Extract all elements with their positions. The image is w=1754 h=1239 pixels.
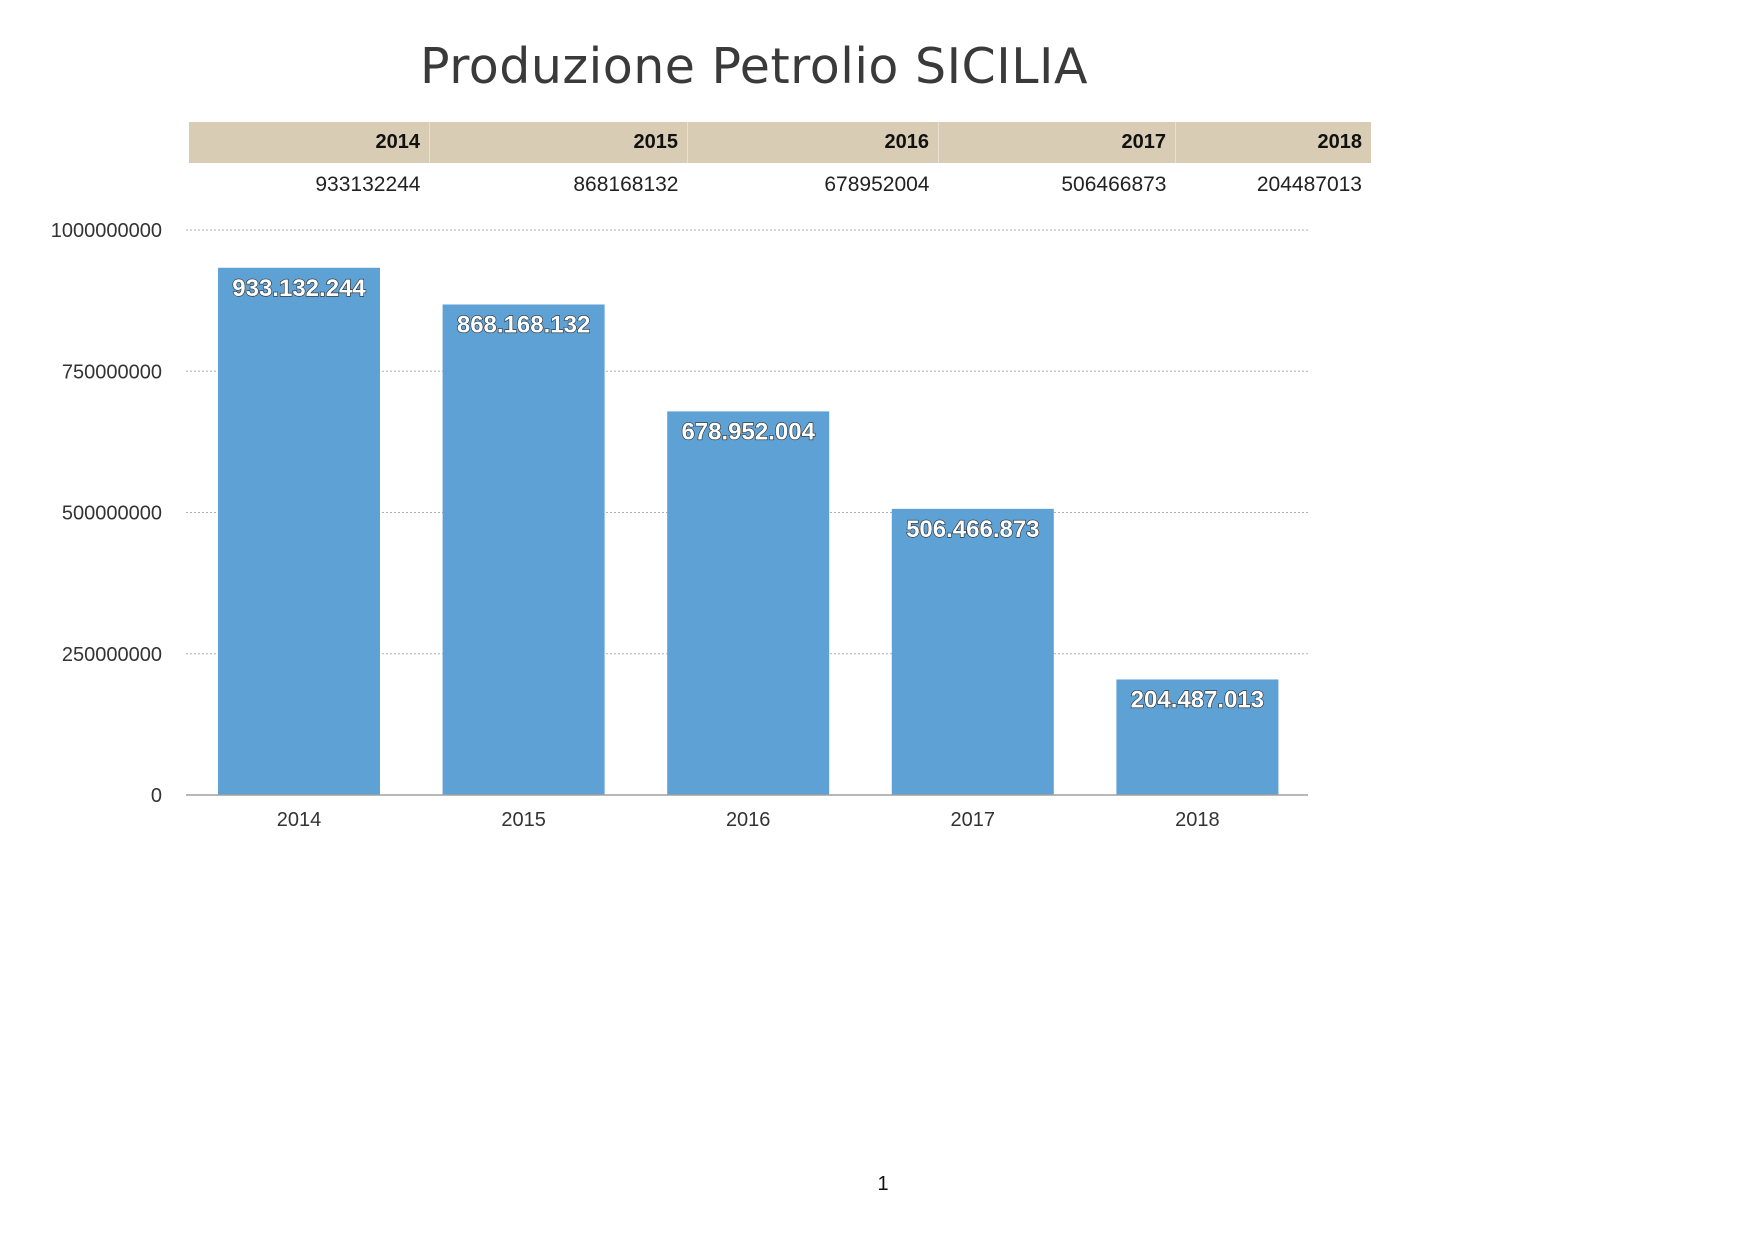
table-header-cell: 2015 <box>429 122 688 163</box>
x-tick-label: 2016 <box>726 809 771 831</box>
table-cell: 678952004 <box>824 173 930 196</box>
bar <box>218 267 380 795</box>
table-cell: 868168132 <box>573 173 679 196</box>
data-label: 506.466.873 <box>906 516 1039 543</box>
x-tick-label: 2015 <box>501 809 546 831</box>
page-number: 1 <box>877 1173 889 1195</box>
table-header-row: 2014 2015 2016 2017 2018 <box>189 122 1371 163</box>
bar <box>1116 679 1279 795</box>
table-cell: 933132244 <box>315 173 421 196</box>
table-header-cell: 2014 <box>189 122 430 163</box>
data-table: 2014 2015 2016 2017 2018 933132244 86816… <box>189 122 1371 207</box>
table-header-cell: 2017 <box>938 122 1176 163</box>
y-tick-label: 250000000 <box>62 644 162 666</box>
data-label: 204.487.013 <box>1131 686 1264 713</box>
bar <box>442 304 605 795</box>
table-header-cell: 2018 <box>1175 122 1371 163</box>
table-cell: 204487013 <box>1256 173 1362 196</box>
table-header-cell: 2016 <box>687 122 939 163</box>
x-tick-label: 2017 <box>951 809 996 831</box>
y-tick-label: 0 <box>151 785 162 807</box>
bar <box>667 411 830 795</box>
chart-title: Produzione Petrolio SICILIA <box>420 38 1088 95</box>
y-tick-label: 500000000 <box>62 503 162 525</box>
y-tick-label: 1000000000 <box>51 220 162 242</box>
table-row: 933132244 868168132 678952004 506466873 … <box>189 163 1371 207</box>
data-label: 678.952.004 <box>681 418 815 445</box>
x-tick-label: 2014 <box>277 809 322 831</box>
y-tick-label: 750000000 <box>62 361 162 383</box>
table-cell: 506466873 <box>1061 173 1167 196</box>
data-label: 933.132.244 <box>232 275 366 302</box>
data-label: 868.168.132 <box>457 311 590 338</box>
bar <box>891 508 1054 795</box>
x-tick-label: 2018 <box>1175 809 1220 831</box>
